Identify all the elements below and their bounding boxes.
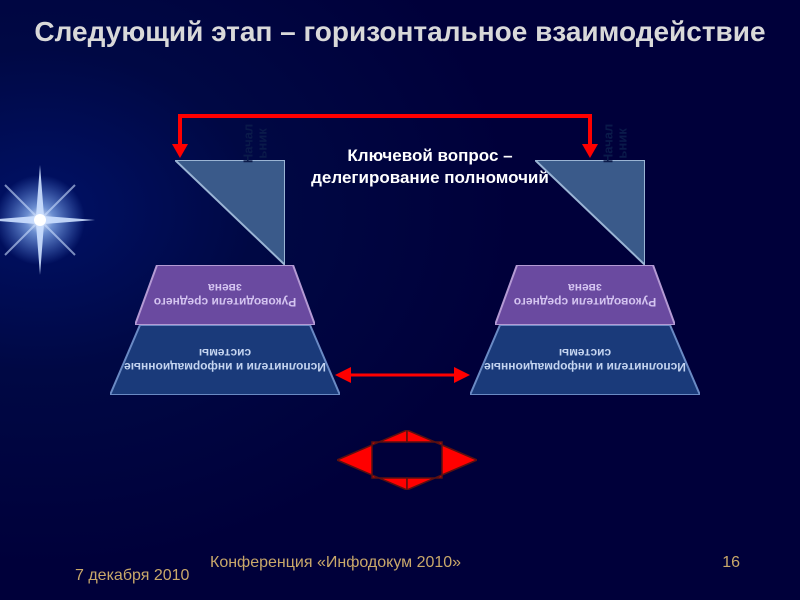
star-flare-icon (0, 160, 100, 280)
hull-mid-left-label: Руководители среднего звена (135, 281, 315, 310)
sail-left-label: Начал ьник (241, 108, 270, 178)
page-title: Следующий этап – горизонтальное взаимоде… (0, 15, 800, 49)
footer-page-number: 16 (722, 554, 740, 572)
sail-right: Начал ьник (535, 160, 645, 265)
boat-left: Исполнители и информационные системы Рук… (110, 160, 340, 395)
hull-base-left-label: Исполнители и информационные системы (110, 346, 340, 375)
slide-root: Следующий этап – горизонтальное взаимоде… (0, 0, 800, 600)
big-arrows-icon (337, 430, 477, 490)
hull-mid-right: Руководители среднего звена (495, 265, 675, 325)
sail-left: Начал ьник (175, 160, 285, 265)
hull-base-right: Исполнители и информационные системы (470, 325, 700, 395)
footer-date: 7 декабря 2010 (75, 566, 189, 585)
hull-mid-right-label: Руководители среднего звена (495, 281, 675, 310)
footer-conference: Конференция «Инфодокум 2010» (210, 554, 461, 572)
hull-base-left: Исполнители и информационные системы (110, 325, 340, 395)
double-arrow-icon (335, 360, 470, 390)
hull-base-right-label: Исполнители и информационные системы (470, 346, 700, 375)
sail-right-label: Начал ьник (601, 108, 630, 178)
boat-right: Исполнители и информационные системы Рук… (470, 160, 700, 395)
hull-mid-left: Руководители среднего звена (135, 265, 315, 325)
